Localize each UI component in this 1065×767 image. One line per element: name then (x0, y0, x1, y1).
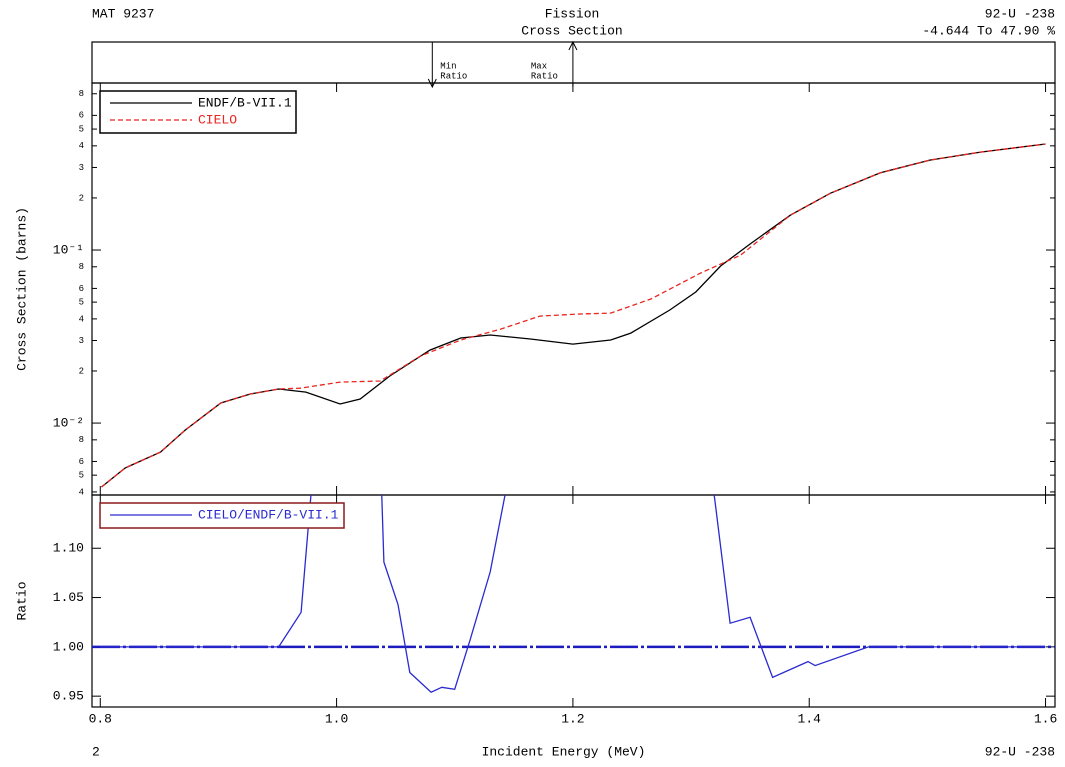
chart-title: Fission (545, 6, 600, 21)
ratio-marker-label: Max (531, 61, 547, 71)
y-tick-label: 4 (79, 314, 84, 324)
y-tick-label: 10⁻² (53, 416, 84, 431)
ratio-strip (91, 41, 1056, 84)
y-tick-label: 6 (79, 111, 84, 121)
x-tick-label: 0.8 (89, 711, 112, 726)
y-tick-label: 6 (79, 284, 84, 294)
y-tick-label: 1.05 (53, 590, 84, 605)
x-tick-label: 1.4 (798, 711, 822, 726)
y-tick-label: 5 (79, 124, 84, 134)
ratio-range: -4.644 To 47.90 % (922, 23, 1055, 38)
mat-label: MAT 9237 (92, 6, 154, 21)
x-tick-label: 1.2 (561, 711, 584, 726)
data-line (100, 495, 1046, 693)
data-line (101, 143, 1046, 488)
y-tick-label: 1.00 (53, 639, 84, 654)
y-tick-label: 0.95 (53, 689, 84, 704)
y-tick-label: 2 (79, 193, 84, 203)
y-axis-label: Cross Section (barns) (14, 207, 29, 371)
ratio-marker-label: Ratio (440, 71, 467, 81)
y-tick-label: 5 (79, 297, 84, 307)
material-label: 92-U -238 (985, 6, 1055, 21)
legend-label: CIELO (198, 112, 237, 127)
ratio-marker-label: Min (440, 61, 456, 71)
legend-box (99, 90, 297, 134)
footer-right: 92-U -238 (985, 744, 1055, 759)
y-tick-label: 10⁻¹ (53, 242, 84, 257)
footer-left: 2 (92, 744, 100, 759)
y-tick-label: 5 (79, 471, 84, 481)
x-axis-label: Incident Energy (MeV) (482, 744, 646, 759)
y-tick-label: 3 (79, 163, 84, 173)
ratio-marker-arrow (427, 78, 437, 89)
x-tick-label: 1.0 (325, 711, 348, 726)
y-axis-label: Ratio (14, 581, 29, 620)
x-tick-label: 1.6 (1034, 711, 1057, 726)
plot-frame (91, 82, 1056, 496)
data-line (101, 143, 1046, 488)
y-tick-label: 1.10 (53, 541, 84, 556)
y-tick-label: 4 (79, 487, 84, 497)
ratio-marker-label: Ratio (531, 71, 558, 81)
y-tick-label: 8 (79, 89, 84, 99)
y-tick-label: 8 (79, 435, 84, 445)
y-tick-label: 4 (79, 141, 84, 151)
ratio-marker-arrow (568, 40, 578, 51)
y-tick-label: 3 (79, 336, 84, 346)
y-tick-label: 2 (79, 366, 84, 376)
legend-label: CIELO/ENDF/B-VII.1 (198, 507, 339, 522)
legend-label: ENDF/B-VII.1 (198, 95, 292, 110)
chart-title: Cross Section (521, 23, 622, 38)
y-tick-label: 8 (79, 262, 84, 272)
y-tick-label: 6 (79, 457, 84, 467)
plot-frame (91, 494, 1056, 708)
